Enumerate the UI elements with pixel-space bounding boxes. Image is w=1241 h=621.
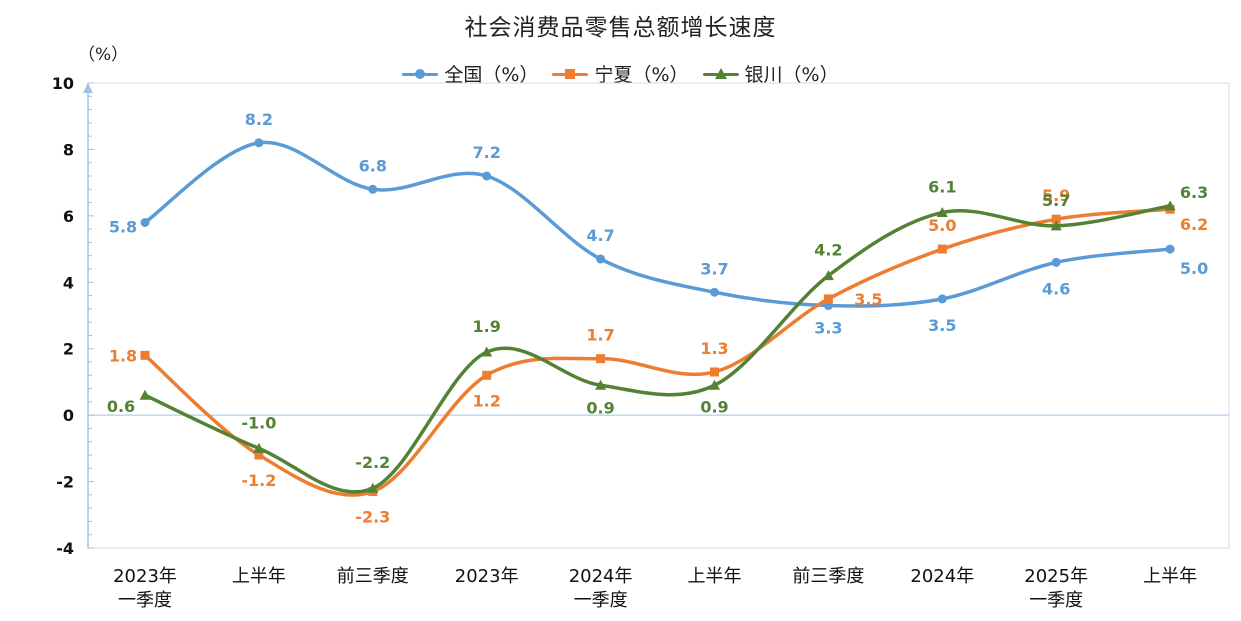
data-label: 6.3 [1180,183,1208,202]
data-point [596,254,606,264]
y-tick-label: 4 [63,273,74,292]
data-point [823,294,833,304]
x-category-label: 上半年 [1143,566,1197,587]
data-point [253,442,265,453]
data-label: 7.2 [473,143,501,162]
legend-item: 银川（%） [702,60,839,87]
x-category-label: 上半年 [688,566,742,587]
y-tick-label: 10 [52,74,74,93]
legend-swatch [552,66,589,82]
y-tick-label: -2 [56,473,74,492]
data-point [595,379,607,390]
legend-item: 宁夏（%） [552,60,689,87]
data-label: 0.6 [107,397,135,416]
data-label: 1.3 [700,339,728,358]
data-label: 3.5 [854,290,882,309]
data-label: 1.9 [473,317,501,336]
data-label: 3.3 [814,319,842,338]
y-tick-label: 0 [63,406,74,425]
series-line [143,204,1172,494]
data-label: 3.7 [700,259,728,278]
data-point [1050,220,1062,231]
data-point [937,294,947,304]
legend-label: 银川（%） [744,64,839,86]
series-line [143,140,1172,308]
y-tick-label: 6 [63,207,74,226]
chart-title: 社会消费品零售总额增长速度 [464,15,777,41]
data-point [709,379,720,390]
x-category-label: 上半年 [232,566,286,587]
data-point [254,450,264,460]
data-point [140,350,150,360]
data-label: -1.2 [241,471,276,490]
data-point [1051,214,1061,224]
data-point [367,482,379,493]
data-point [596,354,606,364]
data-label: -2.3 [355,508,390,527]
data-point [254,138,264,148]
y-axis-arrow [83,83,93,93]
legend-swatch [402,66,439,82]
data-label: 4.2 [814,241,842,260]
data-label: 6.1 [928,178,956,197]
data-label: 6.2 [1180,215,1208,234]
data-label: 4.6 [1042,279,1070,298]
y-axis-unit: （%） [78,45,129,65]
x-category-label: 一季度 [574,590,628,611]
y-tick-label: 8 [63,140,74,159]
data-label: 5.7 [1042,191,1070,210]
data-label: -1.0 [241,413,276,432]
data-point [936,207,948,218]
data-point [1051,257,1061,267]
data-label: 1.8 [109,346,137,365]
y-tick-label: -4 [56,539,74,558]
data-point [481,346,493,357]
data-label: 3.5 [928,316,956,335]
data-label: 5.0 [1180,259,1208,278]
data-label: 8.2 [245,110,273,129]
data-label: 1.7 [586,326,614,345]
legend-swatch [702,66,739,82]
data-label: -2.2 [355,453,390,472]
legend: 全国（%） 宁夏（%） 银川（%） [0,60,1241,87]
data-point [482,370,492,380]
x-category-label: 2025年 [1024,566,1088,587]
data-label: 6.8 [359,156,387,175]
x-category-label: 2023年 [113,566,177,587]
data-point [710,367,719,377]
y-tick-label: 2 [63,340,74,359]
x-category-label: 前三季度 [792,566,864,587]
x-category-label: 2024年 [910,566,974,587]
data-label: 4.7 [586,226,614,245]
data-point [937,244,947,254]
data-point [482,171,492,181]
series-line [143,207,1172,497]
x-category-label: 一季度 [118,590,172,611]
data-label: 5.8 [109,218,137,237]
data-point [368,184,378,194]
x-category-label: 前三季度 [337,566,409,587]
legend-item: 全国（%） [402,60,538,87]
x-category-label: 一季度 [1029,590,1083,611]
data-point [822,270,834,281]
x-category-label: 2024年 [569,566,633,587]
data-point [1165,244,1175,254]
data-point [140,218,150,227]
data-point [710,287,719,297]
x-category-label: 2023年 [455,566,519,587]
legend-label: 宁夏（%） [594,64,689,86]
data-point [139,389,151,400]
data-label: 1.2 [473,391,501,410]
data-label: 0.9 [700,397,728,416]
data-label: 5.9 [1042,186,1070,205]
legend-label: 全国（%） [444,64,539,86]
data-label: 0.9 [586,398,614,417]
data-label: 5.0 [928,216,956,235]
data-point [1164,200,1176,211]
